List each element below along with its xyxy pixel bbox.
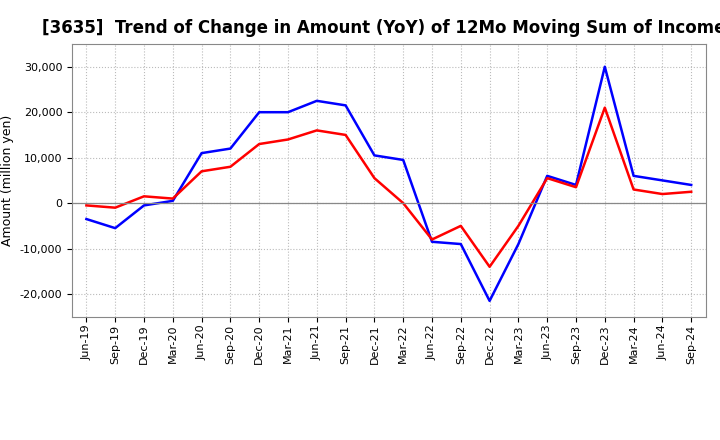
Net Income xyxy=(485,264,494,269)
Ordinary Income xyxy=(197,150,206,156)
Net Income xyxy=(168,196,177,201)
Ordinary Income xyxy=(140,203,148,208)
Net Income xyxy=(140,194,148,199)
Ordinary Income xyxy=(255,110,264,115)
Net Income xyxy=(111,205,120,210)
Ordinary Income xyxy=(428,239,436,244)
Ordinary Income xyxy=(543,173,552,179)
Net Income xyxy=(399,201,408,206)
Ordinary Income xyxy=(658,178,667,183)
Title: [3635]  Trend of Change in Amount (YoY) of 12Mo Moving Sum of Incomes: [3635] Trend of Change in Amount (YoY) o… xyxy=(42,19,720,37)
Ordinary Income xyxy=(600,64,609,70)
Line: Ordinary Income: Ordinary Income xyxy=(86,67,691,301)
Ordinary Income xyxy=(399,157,408,162)
Net Income xyxy=(658,191,667,197)
Ordinary Income xyxy=(629,173,638,179)
Net Income xyxy=(255,141,264,147)
Line: Net Income: Net Income xyxy=(86,108,691,267)
Ordinary Income xyxy=(456,242,465,247)
Ordinary Income xyxy=(687,182,696,187)
Ordinary Income xyxy=(168,198,177,203)
Ordinary Income xyxy=(514,242,523,247)
Y-axis label: Amount (million yen): Amount (million yen) xyxy=(1,115,14,246)
Net Income xyxy=(514,223,523,228)
Net Income xyxy=(572,185,580,190)
Net Income xyxy=(341,132,350,138)
Ordinary Income xyxy=(312,98,321,103)
Ordinary Income xyxy=(572,182,580,187)
Net Income xyxy=(456,223,465,228)
Net Income xyxy=(197,169,206,174)
Ordinary Income xyxy=(485,298,494,304)
Ordinary Income xyxy=(82,216,91,222)
Net Income xyxy=(629,187,638,192)
Ordinary Income xyxy=(284,110,292,115)
Net Income xyxy=(284,137,292,142)
Net Income xyxy=(312,128,321,133)
Net Income xyxy=(543,176,552,181)
Ordinary Income xyxy=(226,146,235,151)
Net Income xyxy=(428,237,436,242)
Net Income xyxy=(687,189,696,194)
Ordinary Income xyxy=(111,225,120,231)
Net Income xyxy=(600,105,609,110)
Net Income xyxy=(370,176,379,181)
Ordinary Income xyxy=(370,153,379,158)
Net Income xyxy=(82,203,91,208)
Net Income xyxy=(226,164,235,169)
Ordinary Income xyxy=(341,103,350,108)
